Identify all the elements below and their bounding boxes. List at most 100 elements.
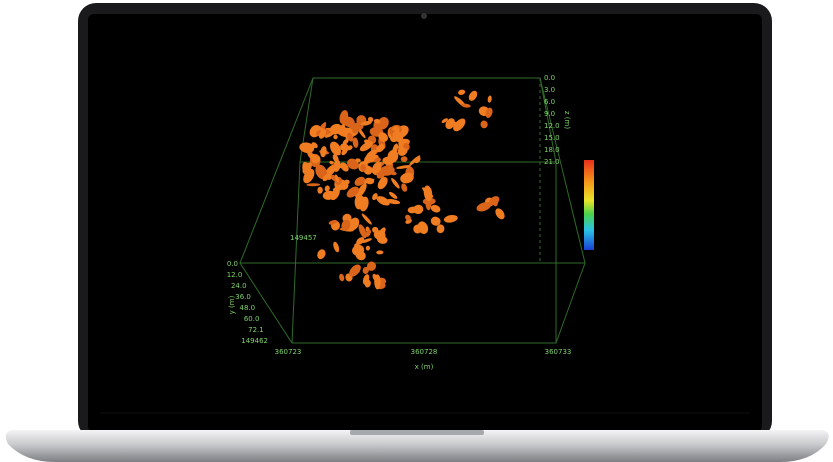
blob bbox=[346, 186, 359, 198]
blob bbox=[349, 264, 361, 277]
blob bbox=[341, 219, 351, 231]
blob bbox=[333, 241, 340, 253]
blob bbox=[377, 177, 388, 190]
edge bbox=[291, 161, 301, 344]
blob bbox=[365, 245, 371, 251]
blob bbox=[322, 190, 336, 200]
blob bbox=[318, 129, 327, 139]
z-axis-label: z (m) bbox=[563, 111, 571, 129]
y-tick-label: 72.1 bbox=[248, 326, 264, 334]
blob bbox=[302, 161, 312, 178]
blob bbox=[495, 208, 505, 220]
blob bbox=[360, 120, 372, 126]
blob bbox=[489, 196, 500, 206]
blob bbox=[361, 238, 372, 243]
blob bbox=[365, 229, 371, 237]
z-tick-label: 9.0 bbox=[544, 110, 555, 118]
z-tick-label: 15.0 bbox=[544, 134, 560, 142]
blob bbox=[436, 224, 445, 234]
blob bbox=[355, 250, 366, 261]
blob bbox=[352, 137, 359, 148]
blob bbox=[374, 274, 381, 290]
plot-3d bbox=[239, 77, 586, 344]
blob bbox=[333, 134, 338, 140]
blob bbox=[355, 158, 361, 163]
blob bbox=[376, 196, 390, 206]
blob bbox=[360, 164, 367, 172]
x-tick-label: 360728 bbox=[411, 348, 438, 356]
blob bbox=[371, 152, 377, 160]
blob bbox=[377, 227, 386, 239]
blob bbox=[343, 179, 350, 185]
blob bbox=[453, 118, 466, 132]
blob bbox=[322, 173, 331, 182]
blob bbox=[487, 95, 492, 103]
blob bbox=[364, 139, 373, 146]
y-tick-label: 24.0 bbox=[231, 282, 247, 290]
x-tick-label: 360733 bbox=[545, 348, 572, 356]
blob bbox=[382, 156, 394, 166]
blob bbox=[341, 148, 348, 156]
colorbar bbox=[584, 160, 594, 250]
y-axis-label: y (m) bbox=[228, 295, 236, 314]
edge bbox=[539, 77, 586, 264]
blob bbox=[366, 261, 377, 271]
z-tick-label: 3.0 bbox=[544, 86, 555, 94]
blob bbox=[376, 250, 384, 255]
blob bbox=[333, 163, 347, 169]
blob bbox=[430, 204, 441, 213]
hinge-notch bbox=[350, 430, 484, 435]
blob bbox=[378, 132, 388, 142]
blob bbox=[375, 144, 385, 153]
y-back-label: 149457 bbox=[290, 234, 317, 242]
blob bbox=[359, 196, 369, 212]
z-tick-label: 18.0 bbox=[544, 146, 560, 154]
blob bbox=[400, 172, 414, 184]
blob bbox=[367, 116, 374, 123]
blob bbox=[401, 183, 408, 192]
blob bbox=[354, 176, 366, 186]
y-tick-label: 12.0 bbox=[227, 271, 243, 279]
y-tick-label: 48.0 bbox=[240, 304, 256, 312]
blob bbox=[372, 161, 382, 174]
blob bbox=[400, 156, 408, 162]
blob bbox=[468, 90, 478, 101]
z-tick-label: 12.0 bbox=[544, 122, 560, 130]
blob bbox=[376, 170, 385, 179]
edge bbox=[239, 77, 314, 264]
z-tick-label: 0.0 bbox=[544, 74, 555, 82]
blob bbox=[485, 107, 493, 118]
blob bbox=[317, 249, 326, 260]
blob bbox=[306, 183, 321, 187]
z-tick-label: 6.0 bbox=[544, 98, 555, 106]
point-cloud bbox=[299, 89, 505, 290]
blob bbox=[329, 160, 334, 165]
blob bbox=[299, 142, 315, 153]
blob bbox=[339, 273, 345, 282]
blob bbox=[407, 206, 418, 214]
blob bbox=[391, 178, 400, 189]
blob bbox=[413, 224, 422, 234]
blob bbox=[340, 124, 346, 130]
blob bbox=[403, 142, 410, 149]
blob bbox=[335, 174, 339, 183]
blob bbox=[346, 145, 353, 151]
camera bbox=[421, 13, 427, 19]
blob bbox=[388, 191, 398, 199]
blob bbox=[354, 243, 361, 253]
blob bbox=[372, 193, 378, 201]
z-tick-label: 21.0 bbox=[544, 158, 560, 166]
blob bbox=[348, 217, 360, 231]
blob bbox=[356, 237, 365, 245]
blob bbox=[347, 132, 354, 142]
blob bbox=[386, 199, 401, 205]
blob bbox=[461, 103, 471, 108]
blob bbox=[392, 130, 404, 143]
blob bbox=[320, 146, 327, 158]
x-axis-label: x (m) bbox=[415, 363, 434, 371]
y-tick-label: 0.0 bbox=[227, 260, 238, 268]
blob bbox=[443, 214, 458, 223]
blob bbox=[387, 163, 394, 173]
blob bbox=[405, 214, 411, 221]
